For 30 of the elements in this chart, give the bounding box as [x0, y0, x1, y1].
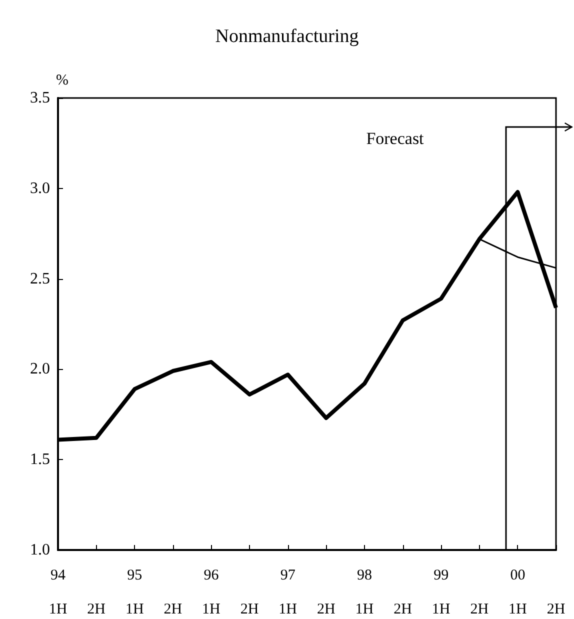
- y-tick-label: 1.0: [30, 542, 50, 558]
- chart-title: Nonmanufacturing: [215, 26, 360, 47]
- y-tick-label: 1.5: [30, 451, 50, 468]
- x-tick-label: 2H: [470, 602, 489, 618]
- x-tick-label: 1H: [432, 602, 450, 618]
- text: 00: [510, 568, 526, 584]
- text: 96: [204, 568, 220, 584]
- x-tick-label: 1H: [355, 602, 374, 618]
- x-tick-label: 2H: [240, 602, 259, 618]
- text: 98: [356, 568, 372, 584]
- y-tick-label: 2.5: [30, 270, 50, 288]
- x-tick-label: 2H: [546, 602, 566, 618]
- text: 97: [280, 568, 296, 584]
- x-tick-label: 2H: [164, 602, 182, 618]
- x-tick-label: 1H: [48, 602, 68, 618]
- annotation: Forecast: [366, 128, 424, 149]
- text: 94: [50, 568, 66, 584]
- text: 95: [127, 568, 142, 584]
- y-tick-label: 3.0: [30, 180, 50, 197]
- x-tick-label: 2H: [316, 602, 336, 618]
- x-tick-label: 1H: [125, 602, 144, 618]
- x-tick-label: 2H: [394, 602, 412, 618]
- y-tick-label: 2.0: [30, 360, 50, 378]
- y-tick-label: 3.5: [30, 90, 50, 106]
- x-tick-label: 1H: [202, 602, 221, 618]
- y-axis-title: %: [56, 72, 68, 88]
- text: 99: [434, 568, 449, 584]
- x-tick-label: 2H: [87, 602, 106, 618]
- x-tick-label: 1H: [508, 602, 528, 618]
- x-tick-label: 1H: [278, 602, 298, 618]
